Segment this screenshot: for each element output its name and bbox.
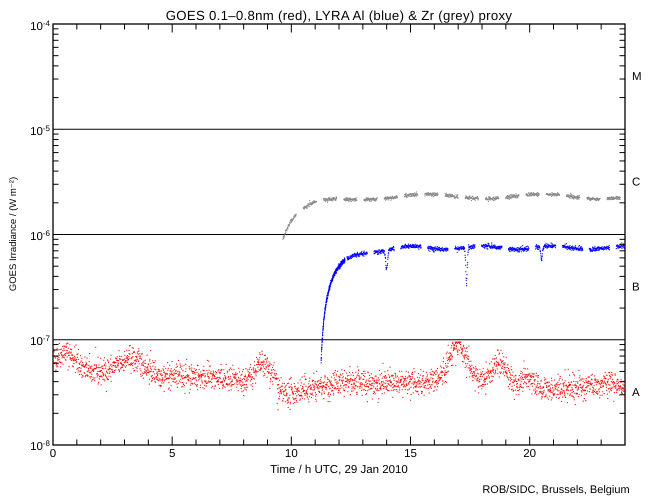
svg-text:B: B — [632, 282, 640, 294]
svg-text:5: 5 — [169, 448, 175, 460]
svg-text:Time / h UTC, 29 Jan 2010: Time / h UTC, 29 Jan 2010 — [270, 464, 408, 476]
svg-text:20: 20 — [523, 448, 536, 460]
svg-text:GOES Irradiance / (W m⁻²): GOES Irradiance / (W m⁻²) — [8, 177, 19, 291]
svg-text:A: A — [632, 387, 640, 399]
svg-text:M: M — [632, 71, 642, 83]
svg-text:10: 10 — [285, 448, 298, 460]
svg-text:ROB/SIDC, Brussels, Belgium: ROB/SIDC, Brussels, Belgium — [482, 484, 629, 496]
svg-text:0: 0 — [50, 448, 56, 460]
svg-text:GOES 0.1–0.8nm (red), LYRA Al: GOES 0.1–0.8nm (red), LYRA Al (blue) & Z… — [166, 8, 513, 23]
svg-text:15: 15 — [404, 448, 417, 460]
svg-text:C: C — [632, 177, 640, 189]
